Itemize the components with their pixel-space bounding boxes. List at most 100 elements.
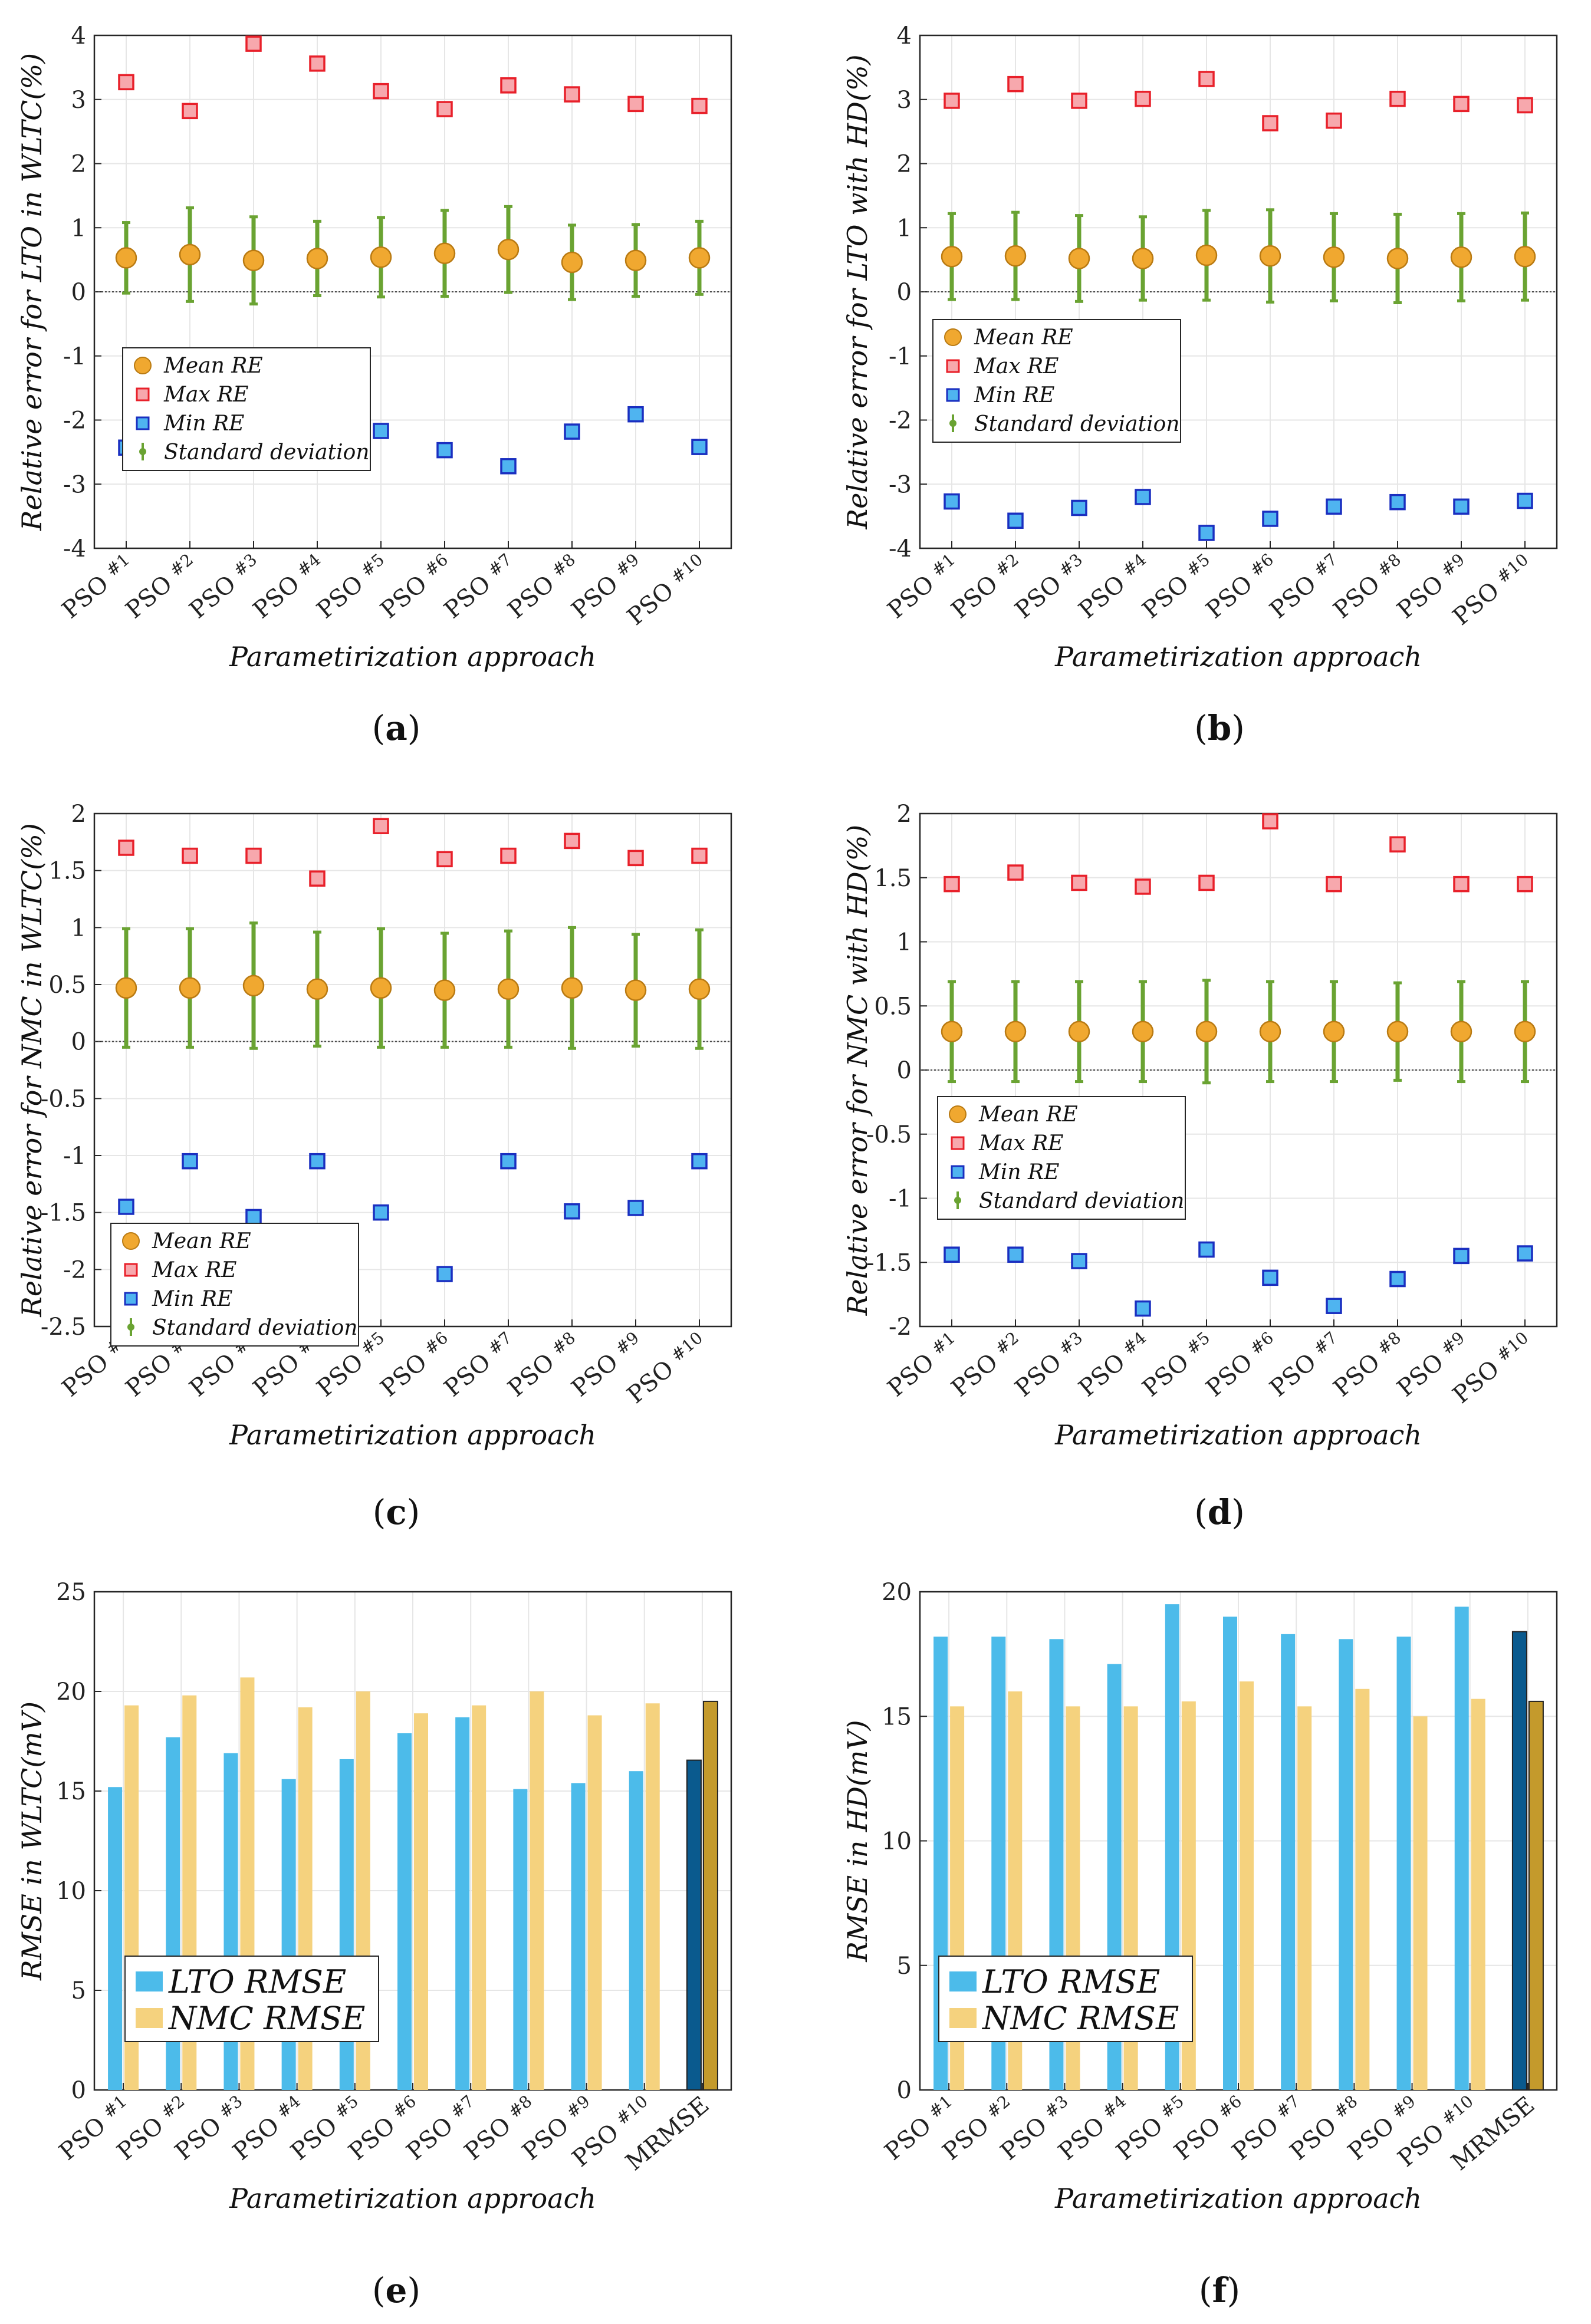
x-tick-label: PSO #5 xyxy=(1138,549,1219,624)
max-re-point xyxy=(1326,112,1342,129)
lto-rmse-bar xyxy=(1454,1607,1469,2090)
legend-mean-marker xyxy=(134,357,152,374)
x-tick-label: PSO #7 xyxy=(439,1328,521,1402)
legend-label: Mean RE xyxy=(974,325,1073,350)
min-re-point xyxy=(1389,493,1406,511)
y-tick-label: 0 xyxy=(71,1029,86,1056)
x-tick-label: PSO #8 xyxy=(503,1328,584,1402)
min-re-point xyxy=(500,1153,517,1170)
y-tick-label: -2 xyxy=(889,407,912,434)
y-tick-label: 5 xyxy=(71,1977,86,2004)
min-re-point xyxy=(944,493,960,510)
mean-re-point xyxy=(497,978,520,1000)
y-tick-label: -4 xyxy=(63,535,86,562)
max-re-point xyxy=(373,83,389,100)
min-re-point xyxy=(691,1153,708,1170)
mean-re-point xyxy=(1132,248,1154,269)
legend: Mean RE Max RE Min RE Standard deviation xyxy=(122,347,371,471)
y-tick-label: -2 xyxy=(889,1314,912,1341)
legend-label: Standard deviation xyxy=(164,440,370,465)
min-re-point xyxy=(1453,498,1470,515)
y-tick-label: -4 xyxy=(889,535,912,562)
legend-label: Standard deviation xyxy=(979,1189,1185,1213)
y-axis-label: Relative error for LTO with HD(%) xyxy=(841,54,873,529)
legend-label: LTO RMSE xyxy=(168,1963,346,2000)
y-tick-label: 1 xyxy=(71,215,86,242)
legend-std-marker xyxy=(949,420,956,427)
nmc-rmse-bar xyxy=(1355,1688,1370,2090)
x-axis-label: Parametirization approach xyxy=(1054,1419,1422,1451)
min-re-point xyxy=(1262,1269,1278,1286)
x-tick-label: PSO #8 xyxy=(503,549,584,624)
panel-label: (f) xyxy=(1199,2270,1240,2310)
mean-re-point xyxy=(115,977,137,999)
min-re-point xyxy=(1453,1247,1470,1265)
min-re-point xyxy=(1517,1245,1533,1262)
min-re-point xyxy=(1326,1298,1342,1314)
x-tick-label: PSO #6 xyxy=(1201,1328,1283,1402)
max-re-point xyxy=(1007,864,1024,881)
legend-label: Min RE xyxy=(974,383,1054,407)
mean-re-point xyxy=(370,246,392,268)
legend-min-marker xyxy=(124,1292,138,1306)
mean-re-point xyxy=(1004,1021,1027,1042)
mean-re-point xyxy=(561,977,583,999)
x-tick-label: PSO #7 xyxy=(439,549,521,624)
x-tick-label: PSO #8 xyxy=(1329,549,1410,624)
lto-rmse-bar xyxy=(108,1787,123,2090)
nmc-rmse-bar xyxy=(1413,1716,1428,2090)
panel-label: (d) xyxy=(1194,1492,1245,1532)
y-tick-label: 0 xyxy=(897,1057,912,1084)
max-re-point xyxy=(1007,75,1024,93)
mean-re-point xyxy=(179,243,201,266)
mean-re-point xyxy=(1386,1021,1409,1042)
max-re-point xyxy=(436,101,453,117)
legend-label: Mean RE xyxy=(978,1102,1078,1127)
nmc-rmse-bar xyxy=(1471,1698,1485,2090)
max-re-point xyxy=(627,850,644,867)
mean-re-point xyxy=(1514,245,1536,268)
legend-label: Mean RE xyxy=(152,1229,251,1253)
y-tick-label: -1 xyxy=(63,1143,86,1170)
y-axis-label: Relative error for NMC in WLTC(%) xyxy=(16,823,48,1318)
x-tick-label: PSO #6 xyxy=(1201,549,1283,624)
max-re-point xyxy=(1389,836,1406,852)
mean-re-point xyxy=(1323,246,1345,268)
min-re-point xyxy=(436,442,453,459)
legend-label: Standard deviation xyxy=(974,412,1180,436)
mean-re-point xyxy=(1323,1021,1345,1042)
mean-re-point xyxy=(624,249,647,271)
max-re-point xyxy=(118,840,134,856)
max-re-point xyxy=(564,832,580,850)
legend-label: Max RE xyxy=(974,354,1059,378)
nmc-rmse-bar xyxy=(414,1713,428,2090)
y-axis-label: RMSE in HD(mV) xyxy=(841,1720,873,1962)
y-tick-label: 20 xyxy=(56,1678,86,1706)
legend-box xyxy=(110,1223,359,1347)
x-tick-label: PSO #2 xyxy=(946,549,1028,624)
legend-label: Standard deviation xyxy=(152,1316,358,1340)
mean-re-point xyxy=(688,247,711,269)
y-tick-label: -1 xyxy=(889,1186,912,1213)
max-re-point xyxy=(691,847,708,864)
min-re-point xyxy=(436,1266,453,1282)
y-tick-label: 1.5 xyxy=(48,858,86,885)
mean-re-point xyxy=(115,247,137,269)
mean-re-point xyxy=(433,242,456,264)
legend-max-marker xyxy=(124,1263,138,1277)
lto-rmse-bar xyxy=(1396,1637,1411,2090)
mean-re-point xyxy=(1132,1021,1154,1042)
mean-re-point xyxy=(624,979,647,1001)
min-re-point xyxy=(1135,1300,1151,1317)
y-tick-label: 3 xyxy=(897,87,912,114)
nmc-mrmse-bar xyxy=(1528,1700,1544,2091)
legend-max-marker xyxy=(136,387,150,401)
mean-re-point xyxy=(370,977,392,999)
max-re-point xyxy=(1135,90,1151,107)
x-tick-label: PSO #8 xyxy=(1329,1328,1410,1402)
nmc-mrmse-bar xyxy=(702,1700,718,2091)
y-tick-label: -1 xyxy=(63,343,86,370)
y-tick-label: -3 xyxy=(889,471,912,498)
mean-re-point xyxy=(433,979,456,1001)
